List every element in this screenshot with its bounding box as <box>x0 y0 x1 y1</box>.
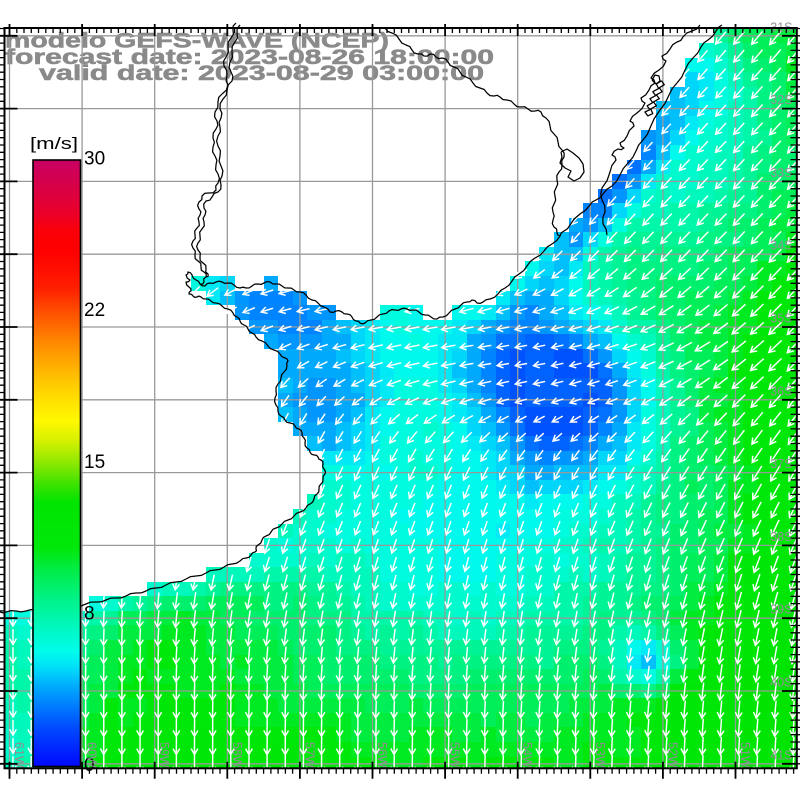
svg-text:53W: 53W <box>593 742 607 768</box>
svg-text:55W: 55W <box>448 742 462 768</box>
svg-text:61W: 61W <box>12 742 26 768</box>
svg-text:[m/s]: [m/s] <box>30 134 78 153</box>
svg-text:37S: 37S <box>770 457 792 471</box>
svg-text:30: 30 <box>84 149 105 170</box>
svg-text:22: 22 <box>84 300 105 321</box>
svg-text:39S: 39S <box>770 603 792 617</box>
svg-text:60W: 60W <box>85 742 99 768</box>
svg-text:valid date: 2023-08-29 03:00:0: valid date: 2023-08-29 03:00:00 <box>39 62 484 85</box>
svg-text:58W: 58W <box>230 742 244 768</box>
svg-text:36S: 36S <box>770 384 792 398</box>
svg-text:33S: 33S <box>770 166 792 180</box>
svg-text:35S: 35S <box>770 312 792 326</box>
svg-text:15: 15 <box>84 452 105 473</box>
svg-text:8: 8 <box>84 603 95 624</box>
svg-text:0: 0 <box>84 755 95 776</box>
svg-text:41S: 41S <box>770 748 792 762</box>
svg-text:34S: 34S <box>770 239 792 253</box>
svg-text:38S: 38S <box>770 530 792 544</box>
svg-text:56W: 56W <box>375 742 389 768</box>
svg-text:57W: 57W <box>302 742 316 768</box>
svg-text:54W: 54W <box>520 742 534 768</box>
svg-text:59W: 59W <box>157 742 171 768</box>
svg-text:32S: 32S <box>770 93 792 107</box>
svg-text:40S: 40S <box>770 676 792 690</box>
svg-text:51W: 51W <box>738 742 752 768</box>
svg-text:52W: 52W <box>665 742 679 768</box>
